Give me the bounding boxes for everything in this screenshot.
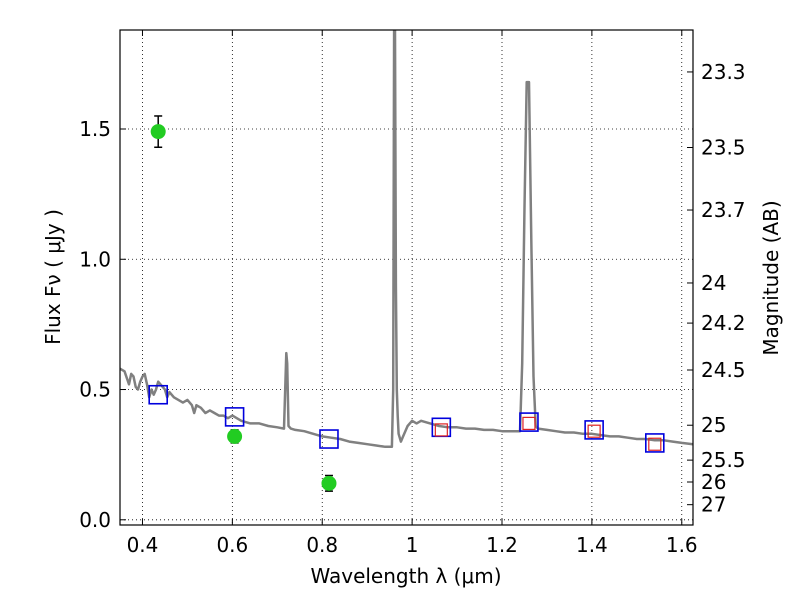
y2-tick-label: 23.7 (701, 198, 746, 222)
model-square (644, 433, 665, 453)
y-tick-label: 0.5 (79, 378, 111, 402)
y2-tick-label: 24 (701, 271, 726, 295)
model-square (584, 420, 604, 440)
spectrum-line (120, 30, 693, 449)
y-axis-ticks: 0.0 0.5 1.0 1.5 (79, 117, 126, 532)
x-tick-label: 0.8 (306, 533, 338, 557)
y2-tick-label: 24.5 (701, 358, 746, 382)
y2-tick-label: 25.5 (701, 448, 746, 472)
y2-axis-label: Magnitude (AB) (759, 200, 783, 355)
model-square-small (587, 424, 601, 438)
y-tick-label: 1.0 (79, 247, 111, 271)
model-square (148, 384, 168, 405)
grid (120, 30, 693, 525)
photometry-point (150, 124, 166, 140)
model-square-small (522, 416, 536, 430)
x-tick-label: 1.4 (576, 533, 608, 557)
x-tick-label: 1 (406, 533, 419, 557)
model-square (319, 429, 339, 449)
y-tick-label: 0.0 (79, 508, 111, 532)
y2-tick-label: 24.2 (701, 311, 746, 335)
x-tick-label: 1.2 (486, 533, 518, 557)
y2-tick-label: 23.5 (701, 135, 746, 159)
y2-tick-label: 26 (701, 470, 726, 494)
y-axis-label: Flux Fν ( μJy ) (41, 209, 65, 345)
plot-area (120, 30, 693, 492)
plot-frame (119, 29, 694, 526)
y2-tick-label: 27 (701, 493, 726, 517)
x-tick-label: 1.6 (666, 533, 698, 557)
y2-tick-label: 23.3 (701, 60, 746, 84)
x-axis-ticks: 0.4 0.6 0.8 1 1.2 1.4 1.6 (127, 30, 698, 557)
x-axis-label: Wavelength λ (μm) (310, 564, 501, 588)
photometry-point (227, 428, 243, 444)
model-square-small (434, 423, 448, 437)
x-tick-label: 0.6 (216, 533, 248, 557)
model-square (224, 407, 245, 427)
photometry-point (321, 475, 337, 491)
model-square (519, 412, 539, 432)
model-square-small (648, 437, 662, 451)
y2-tick-label: 25 (701, 413, 726, 437)
y-tick-label: 1.5 (79, 117, 111, 141)
x-tick-label: 0.4 (127, 533, 159, 557)
